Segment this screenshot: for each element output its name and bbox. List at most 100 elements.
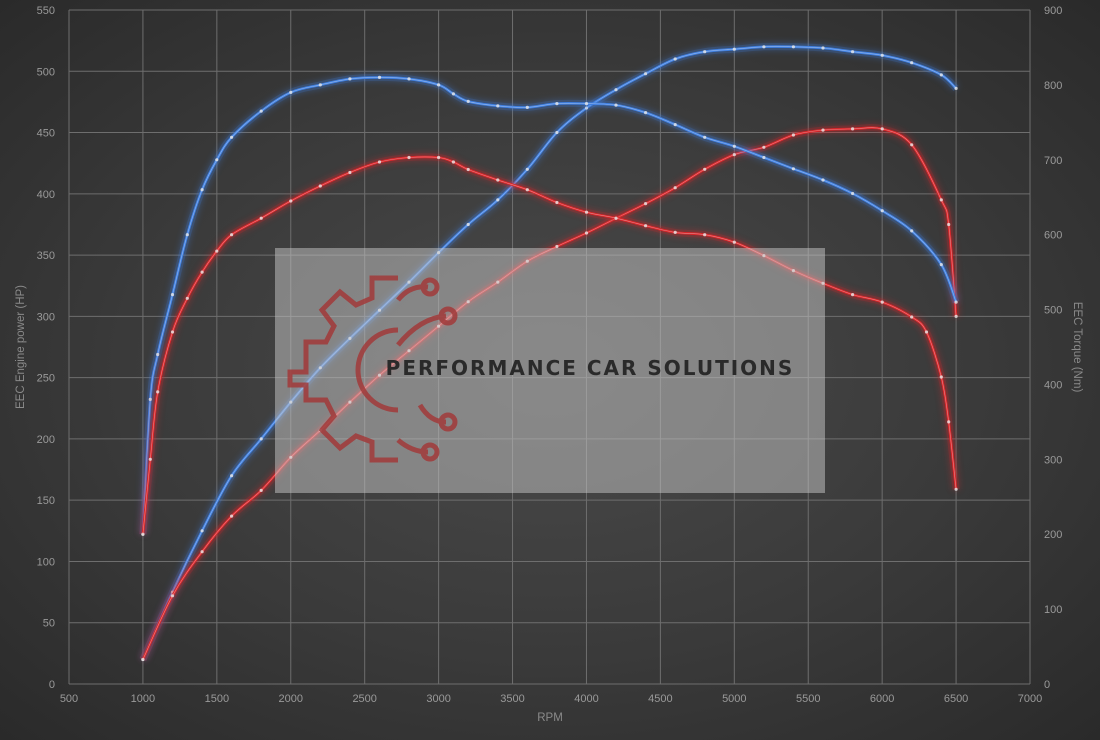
y2-tick-label: 400: [1044, 379, 1062, 391]
data-point: [407, 77, 411, 81]
data-point: [289, 199, 293, 203]
series-line: [141, 76, 958, 535]
data-point: [880, 53, 884, 57]
data-point: [318, 83, 322, 87]
data-point: [954, 300, 958, 304]
data-point: [348, 170, 352, 175]
data-point: [821, 178, 825, 182]
data-point: [910, 61, 914, 65]
data-point: [141, 657, 145, 662]
data-point: [525, 105, 529, 109]
y-tick-label: 550: [37, 5, 55, 17]
data-point: [614, 103, 618, 107]
data-point: [880, 300, 884, 304]
data-point: [673, 123, 677, 127]
y-tick-label: 250: [37, 373, 55, 385]
data-point: [496, 198, 500, 202]
data-point: [259, 109, 263, 113]
data-point: [703, 135, 707, 139]
data-point: [732, 47, 736, 51]
data-point: [170, 293, 175, 297]
data-point: [703, 233, 707, 237]
y-axis-title: EEC Engine power (HP): [15, 285, 27, 409]
data-point: [614, 88, 618, 92]
x-tick-label: 2000: [279, 693, 303, 705]
data-point: [939, 198, 943, 202]
y2-tick-label: 600: [1044, 230, 1062, 242]
data-point: [947, 222, 951, 227]
data-point: [170, 330, 175, 334]
y-tick-label: 400: [37, 189, 55, 201]
data-point: [348, 77, 352, 81]
data-point: [451, 92, 455, 96]
y2-tick-label: 300: [1044, 454, 1062, 466]
data-point: [230, 474, 234, 478]
data-point: [156, 352, 160, 357]
data-point: [939, 375, 943, 379]
y-tick-label: 0: [49, 679, 55, 691]
data-point: [644, 72, 648, 76]
data-point: [703, 167, 707, 171]
data-point: [437, 83, 441, 87]
data-point: [703, 50, 707, 54]
data-point: [185, 296, 189, 300]
data-point: [377, 160, 382, 164]
watermark-text: PERFORMANCE CAR SOLUTIONS: [386, 356, 795, 380]
data-point: [644, 111, 648, 115]
y-tick-label: 350: [37, 250, 55, 262]
data-point: [910, 143, 914, 147]
data-point: [555, 200, 559, 205]
y-tick-label: 50: [43, 618, 55, 630]
x-tick-label: 3500: [500, 693, 524, 705]
x-tick-label: 6000: [870, 693, 894, 705]
data-point: [851, 191, 855, 196]
data-point: [407, 155, 411, 160]
data-point: [230, 135, 234, 139]
x-tick-label: 2500: [352, 693, 376, 705]
data-point: [851, 293, 855, 297]
data-point: [851, 50, 855, 54]
data-point: [939, 73, 943, 77]
data-point: [947, 420, 951, 424]
data-point: [230, 514, 234, 518]
data-point: [880, 209, 884, 213]
y-axis-ticks: 0 50 100 150 200 250 300 350 400 450 500 550: [37, 5, 55, 691]
data-point: [289, 90, 293, 94]
data-point: [496, 178, 500, 182]
data-point: [170, 594, 175, 598]
series-line-highlight: [142, 156, 957, 535]
data-point: [954, 314, 958, 318]
data-point: [466, 99, 470, 103]
data-point: [584, 231, 589, 235]
data-point: [525, 188, 529, 192]
data-point: [954, 487, 958, 491]
x-tick-label: 3000: [426, 693, 450, 705]
data-point: [821, 128, 825, 132]
y-tick-label: 450: [37, 128, 55, 140]
data-point: [200, 188, 204, 192]
data-point: [259, 437, 263, 441]
data-point: [584, 102, 589, 106]
data-point: [791, 133, 796, 137]
data-point: [200, 270, 204, 274]
data-point: [377, 75, 382, 79]
data-point: [318, 184, 322, 188]
data-point: [200, 550, 204, 554]
x-tick-label: 5000: [722, 693, 746, 705]
data-point: [555, 244, 559, 249]
y-tick-label: 500: [37, 66, 55, 78]
data-point: [644, 224, 648, 228]
data-point: [555, 130, 559, 135]
data-point: [555, 102, 559, 106]
data-point: [954, 86, 958, 90]
data-point: [732, 144, 736, 148]
y2-tick-label: 0: [1044, 679, 1050, 691]
x-axis-title: RPM: [537, 712, 563, 724]
y2-tick-label: 700: [1044, 155, 1062, 167]
series-2: [139, 73, 960, 536]
grid: [68, 9, 1031, 685]
y-tick-label: 300: [37, 311, 55, 323]
data-point: [200, 529, 204, 533]
data-point: [451, 160, 455, 164]
